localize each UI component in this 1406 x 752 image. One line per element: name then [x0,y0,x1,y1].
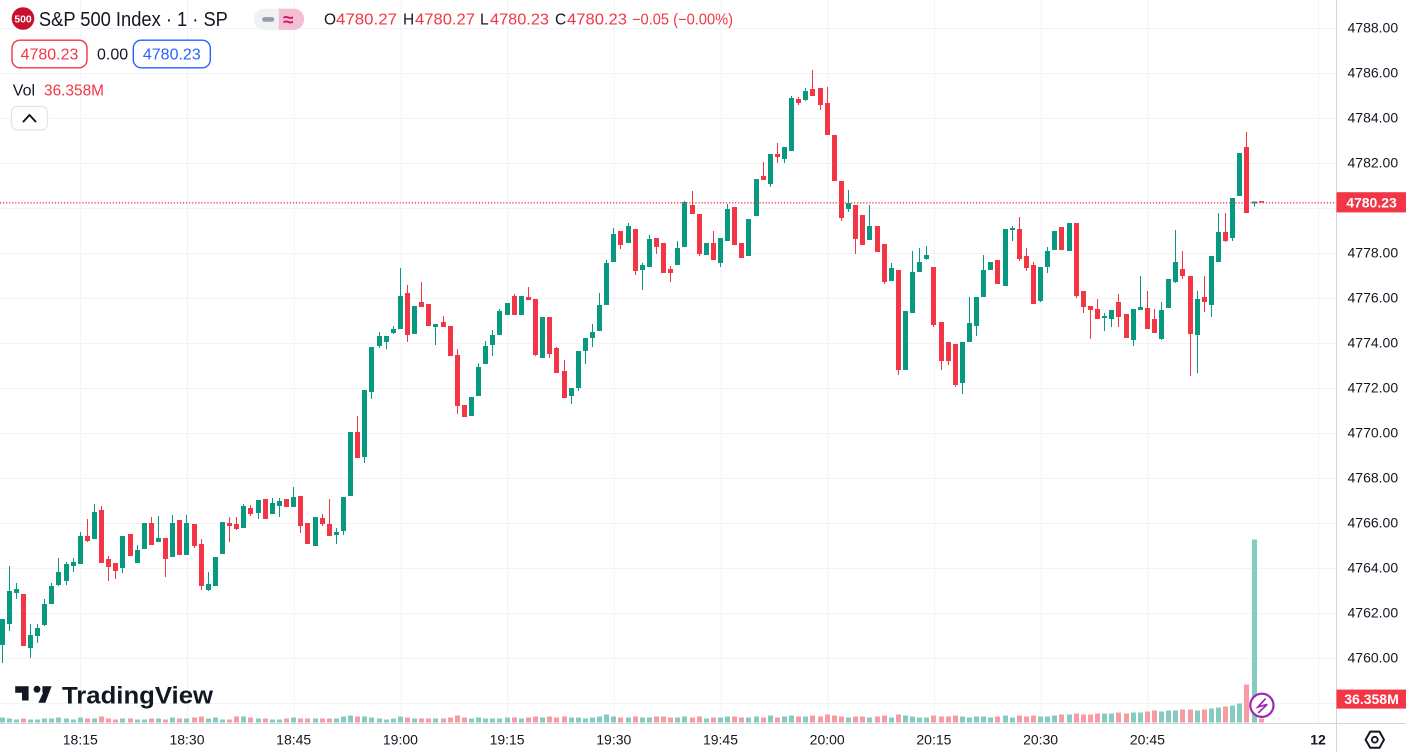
svg-text:L: L [480,11,489,28]
svg-text:4780.23: 4780.23 [567,11,627,28]
svg-text:4780.23: 4780.23 [490,11,549,28]
svg-text:4778.00: 4778.00 [1348,245,1399,261]
svg-text:18:45: 18:45 [276,732,311,748]
svg-text:4776.00: 4776.00 [1348,290,1399,306]
svg-text:4764.00: 4764.00 [1348,560,1399,576]
svg-text:4768.00: 4768.00 [1348,470,1399,486]
svg-text:4786.00: 4786.00 [1348,65,1399,81]
svg-text:18:15: 18:15 [63,732,98,748]
svg-text:C: C [555,11,566,28]
svg-text:4760.00: 4760.00 [1348,650,1399,666]
svg-text:4780.27: 4780.27 [336,11,397,28]
svg-text:12: 12 [1310,732,1326,748]
svg-text:500: 500 [14,14,32,25]
svg-text:20:00: 20:00 [810,732,845,748]
svg-text:4780.27: 4780.27 [415,11,475,28]
svg-text:20:30: 20:30 [1023,732,1058,748]
svg-text:4762.00: 4762.00 [1348,605,1399,621]
svg-text:19:15: 19:15 [490,732,525,748]
svg-text:4780.23: 4780.23 [1346,195,1397,211]
svg-text:TradingView: TradingView [62,683,213,710]
svg-text:4788.00: 4788.00 [1348,20,1399,36]
svg-text:Vol: Vol [13,83,35,100]
svg-text:36.358M: 36.358M [44,83,104,100]
svg-text:19:00: 19:00 [383,732,418,748]
svg-text:0.00: 0.00 [97,47,128,64]
svg-text:18:30: 18:30 [169,732,204,748]
svg-text:4780.23: 4780.23 [143,47,201,64]
svg-text:O: O [324,11,336,28]
svg-text:20:45: 20:45 [1130,732,1165,748]
svg-text:H: H [403,11,414,28]
svg-text:19:45: 19:45 [703,732,738,748]
svg-text:4780.23: 4780.23 [21,47,79,64]
svg-text:36.358M: 36.358M [1344,691,1398,707]
svg-text:S&P 500 Index · 1 · SP: S&P 500 Index · 1 · SP [39,9,228,31]
svg-text:4782.00: 4782.00 [1348,155,1399,171]
svg-text:19:30: 19:30 [596,732,631,748]
svg-text:4774.00: 4774.00 [1348,335,1399,351]
svg-text:20:15: 20:15 [916,732,951,748]
svg-text:−0.05 (−0.00%): −0.05 (−0.00%) [632,11,733,28]
svg-text:≈: ≈ [283,10,294,31]
svg-text:4784.00: 4784.00 [1348,110,1399,126]
svg-text:4772.00: 4772.00 [1348,380,1399,396]
svg-text:4770.00: 4770.00 [1348,425,1399,441]
svg-text:4766.00: 4766.00 [1348,515,1399,531]
